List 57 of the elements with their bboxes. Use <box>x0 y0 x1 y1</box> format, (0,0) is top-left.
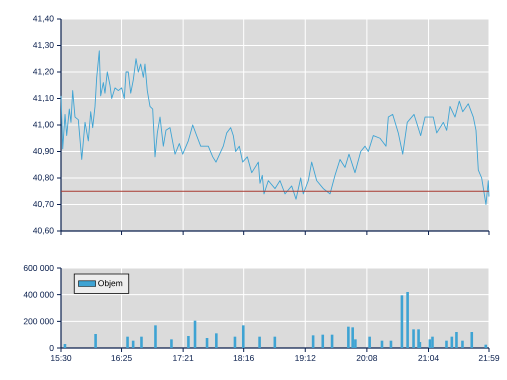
bar <box>170 339 173 348</box>
bar <box>470 332 474 348</box>
y-tick-label: 40,80 <box>32 174 54 182</box>
bar <box>312 335 314 348</box>
bar <box>194 320 196 348</box>
x-tick-label: 20:08 <box>356 355 378 362</box>
y-tick-label: 41,30 <box>32 42 54 49</box>
y-tick-label: 40,90 <box>32 148 54 155</box>
y-tick-label: 41,10 <box>32 95 54 102</box>
bar <box>206 338 208 348</box>
bar <box>400 295 404 348</box>
bar <box>347 326 350 348</box>
bar <box>461 340 464 348</box>
x-tick-label: 19:12 <box>295 355 316 362</box>
bar <box>274 336 276 348</box>
bar <box>445 340 448 348</box>
bar <box>234 336 236 348</box>
bar <box>187 336 190 348</box>
bar <box>126 336 129 348</box>
y-tick-label: 41,20 <box>32 68 54 76</box>
bar <box>380 340 384 348</box>
y-tick-label: 0 <box>50 345 54 351</box>
x-tick-label: 18:16 <box>234 355 254 362</box>
bar <box>258 336 261 348</box>
y-tick-label: 40,60 <box>32 228 54 234</box>
bar <box>406 292 409 348</box>
bar <box>154 325 157 348</box>
y-tick-label: 41,00 <box>32 122 54 128</box>
x-tick-label: 16:25 <box>112 355 132 362</box>
bar <box>484 344 488 348</box>
y-tick-label: 400 000 <box>24 292 54 298</box>
legend-label: Objem <box>98 280 122 288</box>
bar <box>132 340 134 348</box>
y-tick-label: 41,40 <box>32 16 54 22</box>
bar <box>351 327 354 348</box>
bar <box>215 333 218 348</box>
y-tick-label: 600 000 <box>24 265 54 271</box>
y-tick-label: 40,70 <box>32 201 54 208</box>
bar <box>368 336 371 348</box>
line-series <box>60 50 490 205</box>
y-tick-label: 200 000 <box>24 318 54 324</box>
bar <box>390 340 392 348</box>
bar <box>321 334 324 348</box>
bar <box>412 329 415 348</box>
x-tick-label: 21:59 <box>478 355 500 362</box>
bar <box>94 334 97 348</box>
bar <box>455 332 458 348</box>
x-tick-label: 15:30 <box>51 355 72 362</box>
x-tick-label: 21:04 <box>418 355 439 362</box>
bar <box>330 334 334 348</box>
bar <box>140 336 143 348</box>
bar <box>450 336 454 348</box>
bar <box>431 336 434 348</box>
bar <box>242 325 245 348</box>
bar <box>64 344 66 348</box>
x-tick-label: 17:21 <box>173 355 194 361</box>
bar <box>428 339 432 348</box>
